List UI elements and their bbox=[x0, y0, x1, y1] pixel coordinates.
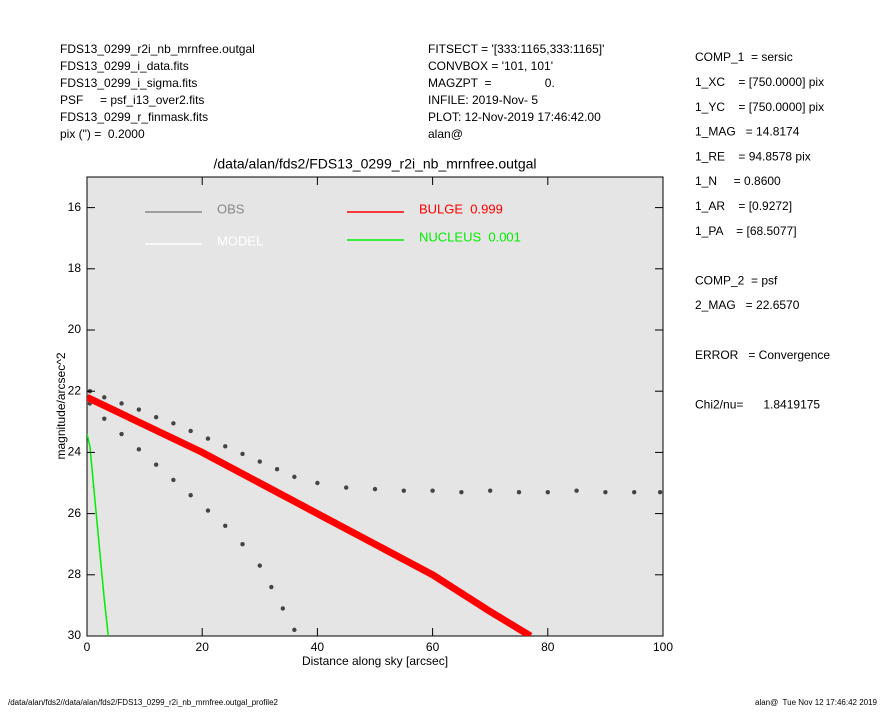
header-right-line: 1_N = 0.8600 bbox=[695, 174, 781, 188]
y-tick-label: 30 bbox=[68, 628, 82, 642]
obs-point bbox=[171, 421, 176, 426]
obs-point bbox=[280, 606, 286, 611]
header-middle-line: CONVBOX = '101, 101' bbox=[428, 59, 553, 73]
header-right-line: ERROR = Convergence bbox=[695, 348, 830, 362]
header-left-line: FDS13_0299_r2i_nb_mrnfree.outgal bbox=[60, 42, 255, 56]
y-tick-label: 20 bbox=[68, 322, 82, 336]
header-right-line: 1_YC = [750.0000] pix bbox=[695, 100, 824, 114]
y-tick-label: 22 bbox=[68, 383, 82, 397]
y-tick-label: 18 bbox=[68, 261, 82, 275]
obs-point bbox=[488, 488, 493, 493]
header-right-line: COMP_1 = sersic bbox=[695, 50, 793, 64]
header-right-line: 1_XC = [750.0000] pix bbox=[695, 75, 824, 89]
x-tick-label: 100 bbox=[653, 640, 673, 654]
x-tick-label: 80 bbox=[541, 640, 555, 654]
x-tick-label: 40 bbox=[311, 640, 325, 654]
obs-point bbox=[274, 467, 280, 472]
footer-left: /data/alan/fds2//data/alan/fds2/FDS13_02… bbox=[8, 698, 279, 707]
y-tick-label: 28 bbox=[68, 567, 82, 581]
obs-point bbox=[257, 459, 262, 464]
x-axis-label: Distance along sky [arcsec] bbox=[302, 654, 448, 668]
obs-point bbox=[315, 480, 320, 486]
obs-point bbox=[223, 523, 228, 529]
obs-point bbox=[516, 489, 522, 495]
legend-label: NUCLEUS 0.001 bbox=[419, 229, 521, 244]
obs-point bbox=[188, 493, 193, 498]
header-right-line: 1_PA = [68.5077] bbox=[695, 224, 797, 238]
header-left-line: FDS13_0299_i_data.fits bbox=[60, 59, 189, 73]
obs-point bbox=[188, 428, 193, 434]
header-left-line: FDS13_0299_r_finmask.fits bbox=[60, 110, 208, 124]
chart-title: /data/alan/fds2/FDS13_0299_r2i_nb_mrnfre… bbox=[214, 156, 537, 172]
header-right-line: 1_AR = [0.9272] bbox=[695, 199, 792, 213]
header-right-line: COMP_2 = psf bbox=[695, 273, 778, 287]
obs-point bbox=[119, 401, 124, 406]
obs-point bbox=[574, 488, 579, 493]
header-right-line: 1_MAG = 14.8174 bbox=[695, 125, 800, 139]
y-axis-label: magnitude/arcsec^2 bbox=[54, 352, 68, 459]
header-left-line: PSF = psf_i13_over2.fits bbox=[60, 93, 204, 107]
obs-point bbox=[205, 508, 211, 513]
x-tick-label: 60 bbox=[426, 640, 440, 654]
header-left-line: FDS13_0299_i_sigma.fits bbox=[60, 76, 197, 90]
obs-point bbox=[459, 489, 464, 495]
header-middle-line: FITSECT = '[333:1165,333:1165]' bbox=[428, 42, 604, 56]
legend-label: BULGE 0.999 bbox=[419, 201, 503, 216]
obs-point bbox=[240, 542, 245, 547]
header-middle-line: MAGZPT = 0. bbox=[428, 76, 555, 90]
x-tick-label: 20 bbox=[196, 640, 210, 654]
obs-point bbox=[430, 488, 435, 493]
obs-point bbox=[153, 415, 159, 420]
legend-label: OBS bbox=[217, 201, 245, 216]
obs-point bbox=[136, 407, 142, 412]
series-line bbox=[87, 433, 110, 636]
obs-point bbox=[205, 436, 211, 441]
obs-point bbox=[292, 474, 297, 480]
header-middle-line: alan@ bbox=[428, 127, 463, 141]
header-right-line: 2_MAG = 22.6570 bbox=[695, 298, 800, 312]
obs-point bbox=[401, 488, 406, 493]
plot-marks bbox=[87, 389, 663, 636]
obs-point bbox=[344, 485, 349, 490]
obs-point bbox=[269, 584, 274, 590]
obs-point bbox=[119, 431, 124, 437]
obs-point bbox=[102, 395, 107, 400]
obs-point bbox=[240, 451, 245, 457]
header-right-line: Chi2/nu= 1.8419175 bbox=[695, 397, 820, 411]
obs-point bbox=[292, 627, 297, 633]
header-middle-line: PLOT: 12-Nov-2019 17:46:42.00 bbox=[428, 110, 601, 124]
x-tick-label: 0 bbox=[84, 640, 91, 654]
obs-point bbox=[102, 416, 107, 421]
plot-area bbox=[86, 176, 664, 637]
obs-point bbox=[153, 462, 159, 467]
y-tick-label: 24 bbox=[68, 445, 82, 459]
obs-point bbox=[603, 489, 608, 495]
obs-point bbox=[136, 447, 142, 452]
header-right-line: 1_RE = 94.8578 pix bbox=[695, 149, 811, 163]
obs-point bbox=[545, 489, 550, 495]
obs-point bbox=[171, 477, 176, 483]
y-tick-label: 16 bbox=[68, 200, 82, 214]
obs-point bbox=[257, 563, 262, 568]
obs-point bbox=[657, 489, 663, 495]
footer-right: alan@ Tue Nov 12 17:46:42 2019 bbox=[755, 698, 878, 707]
obs-point bbox=[372, 486, 378, 492]
header-left-line: pix (") = 0.2000 bbox=[60, 127, 145, 141]
obs-point bbox=[223, 444, 228, 449]
y-tick-label: 26 bbox=[68, 506, 82, 520]
series-line bbox=[87, 394, 533, 636]
header-middle-line: INFILE: 2019-Nov- 5 bbox=[428, 93, 538, 107]
obs-point bbox=[632, 489, 637, 495]
legend-label: MODEL bbox=[217, 233, 263, 248]
